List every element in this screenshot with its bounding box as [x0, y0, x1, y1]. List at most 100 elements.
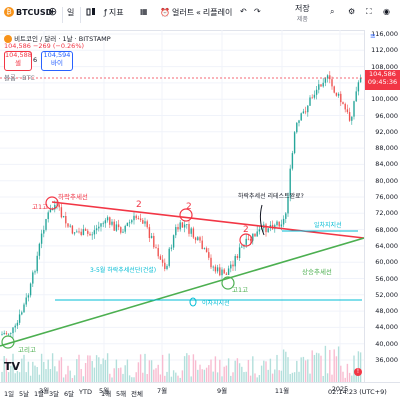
candle-body	[131, 220, 133, 223]
volume-bar	[216, 372, 219, 382]
volume-bar	[287, 357, 289, 382]
volume-legend: 볼륨 · BTC	[4, 74, 35, 82]
volume-bar	[212, 371, 214, 382]
volume-bar	[256, 377, 258, 382]
volume-bar	[128, 375, 131, 382]
price-tick: 40,000	[375, 339, 398, 348]
candle-body	[21, 312, 23, 315]
volume-bar	[58, 360, 60, 382]
volume-bar	[186, 353, 188, 382]
touch-circle	[221, 276, 235, 290]
volume-bar	[144, 353, 146, 382]
volume-bar	[65, 374, 67, 382]
range-button[interactable]: 전체	[131, 390, 143, 398]
chart-pane[interactable]: 비트코인 / 달러 · 1날 · BITSTAMP 104,586 −269 (…	[0, 30, 364, 382]
candle-body	[18, 314, 21, 323]
buy-price: 104,594	[43, 51, 71, 59]
sell-button[interactable]: 104,588 셀	[4, 51, 32, 71]
range-button[interactable]: 5날	[19, 390, 30, 398]
candle-body	[76, 231, 78, 233]
volume-bar	[12, 353, 14, 382]
volume-bar	[32, 361, 34, 382]
candle-body	[300, 113, 302, 121]
volume-bar	[3, 356, 5, 382]
price-tick: 56,000	[375, 274, 398, 283]
interval-button[interactable]: 일	[67, 8, 75, 17]
camera-icon[interactable]: ◉	[383, 7, 390, 16]
range-button[interactable]: 6달	[64, 390, 75, 398]
volume-bar	[188, 355, 190, 382]
indicators-button[interactable]: ƒ 지표	[104, 7, 124, 18]
layout-icon[interactable]: ▦	[140, 7, 148, 16]
volume-bar	[14, 373, 16, 382]
event-marker-icon[interactable]: !	[354, 368, 362, 376]
volume-bar	[263, 360, 265, 382]
candle-body	[287, 196, 289, 214]
candle-body	[183, 224, 186, 228]
candle-body	[43, 229, 45, 234]
volume-bar	[346, 363, 349, 382]
volume-bar	[236, 358, 239, 382]
candle-body	[359, 77, 362, 83]
volume-bar	[106, 353, 109, 382]
price-tick: 72,000	[375, 209, 398, 218]
price-chart[interactable]	[0, 30, 364, 382]
wave-note: 3-5월 하락추세선단(건설)	[90, 267, 157, 274]
volume-bar	[139, 354, 142, 382]
time-tick: 2025	[331, 385, 349, 393]
settings-icon[interactable]: ⚙	[348, 7, 356, 16]
candle-body	[32, 272, 34, 284]
volume-bar	[230, 375, 232, 382]
candle-body	[249, 239, 252, 241]
replay-label: 리플레이	[202, 8, 233, 17]
volume-bar	[201, 369, 203, 382]
volume-bar	[164, 375, 166, 382]
fullscreen-icon[interactable]: ⛶	[366, 7, 372, 16]
volume-bar	[238, 363, 241, 382]
touch-circle	[179, 208, 193, 222]
range-button[interactable]: 1일	[4, 390, 15, 398]
redo-icon[interactable]: ↷	[254, 7, 261, 16]
volume-bar	[357, 351, 360, 382]
volume-bar	[208, 365, 210, 382]
candles-icon	[86, 8, 95, 16]
volume-bar	[49, 369, 52, 382]
touch-circle	[45, 196, 59, 210]
volume-bar	[78, 354, 80, 382]
touch-bottom: 고리고	[18, 346, 36, 354]
buy-button[interactable]: 104,594 바이	[41, 51, 73, 71]
candle-body	[203, 248, 206, 249]
price-tick: 96,000	[375, 111, 398, 120]
axis-settings-icon[interactable]: ≡	[370, 32, 376, 40]
range-button[interactable]: 3달	[49, 390, 60, 398]
volume-bar	[348, 372, 351, 382]
save-button[interactable]: 저장 제품	[295, 3, 310, 23]
range-button[interactable]: YTD	[79, 388, 92, 396]
clock: 02:14:23 (UTC+9)	[328, 388, 387, 396]
volume-bar	[67, 365, 69, 382]
save-sub-label: 제품	[296, 16, 308, 23]
alert-button[interactable]: ⏰ 얼러트	[160, 7, 194, 18]
search-icon[interactable]: ⌕	[330, 7, 335, 16]
candle-body	[144, 221, 146, 224]
current-price-badge: 104,586 09:45:36	[365, 70, 400, 90]
undo-icon[interactable]: ↶	[240, 7, 247, 16]
symbol-search[interactable]: ₿ BTCUSD	[4, 7, 52, 17]
candle-body	[54, 204, 56, 210]
range-button[interactable]: 1달	[34, 390, 45, 398]
range-button[interactable]: 5해	[116, 390, 127, 398]
support-2-label: 이차지지선	[202, 300, 230, 307]
volume-bar	[16, 370, 19, 382]
range-button[interactable]: 1해	[101, 390, 112, 398]
candle-body	[71, 225, 74, 234]
add-symbol-icon[interactable]: ⊕	[48, 5, 58, 18]
volume-bar	[203, 369, 206, 382]
volume-bar	[307, 359, 309, 382]
volume-bar	[56, 371, 58, 382]
price-tick: 52,000	[375, 290, 398, 299]
candle-type-icon[interactable]	[86, 7, 96, 17]
volume-bar	[113, 368, 115, 382]
touch-circle	[1, 335, 15, 349]
replay-button[interactable]: « 리플레이	[196, 7, 232, 18]
time-axis[interactable]: 3월 5월 7월 9월 11월 2025	[0, 382, 400, 401]
